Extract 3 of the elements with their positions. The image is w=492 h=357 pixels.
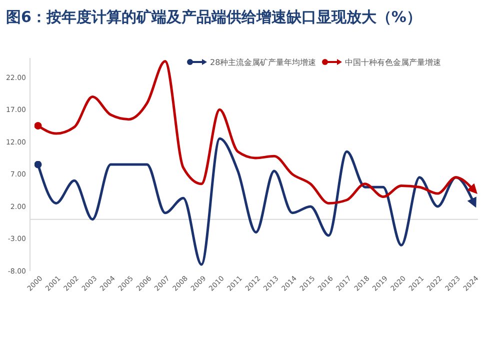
chart-title: 图6：按年度计算的矿端及产品端供给增速缺口显现放大（%） [6, 8, 422, 26]
legend-label: 28种主流金属矿产量年均增速 [210, 58, 316, 67]
legend-label: 中国十种有色金属产量增速 [345, 58, 441, 67]
